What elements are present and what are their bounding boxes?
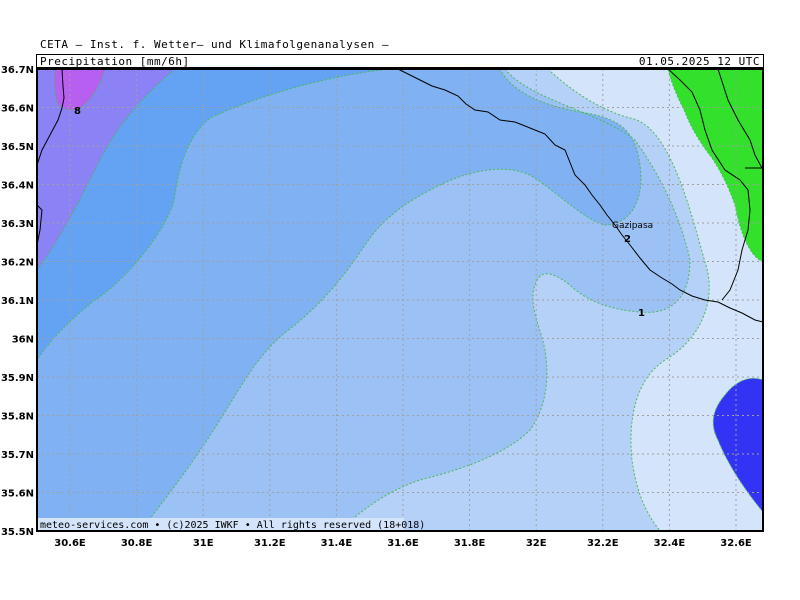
lon-tick-label: 31.4E — [321, 538, 353, 549]
coastline-turkey-south — [397, 69, 763, 323]
border-east-1 — [667, 69, 751, 301]
contour-line-1mm — [547, 69, 710, 531]
contour-label-8: 8 — [74, 106, 81, 117]
longitude-axis: 30.6E 30.8E 31E 31.2E 31.4E 31.6E 31.8E 32E 32.2… — [54, 538, 752, 549]
lat-tick-label: 35.9N — [1, 373, 34, 384]
lat-tick-label: 36.1N — [1, 296, 34, 307]
lat-lon-grid — [37, 69, 763, 531]
coastline-west-bay — [37, 204, 43, 246]
contour-label-2: 2 — [624, 234, 631, 245]
border-east-2 — [717, 69, 763, 171]
copyright-banner: meteo-services.com • (c)2025 IWKF • All … — [38, 518, 425, 531]
lat-tick-label: 36N — [12, 335, 34, 346]
coastline — [37, 69, 763, 323]
contour-line-2mm — [339, 69, 691, 531]
contour-lines — [37, 69, 763, 531]
lat-tick-label: 36.6N — [1, 104, 34, 115]
precip-fields — [37, 69, 763, 531]
precip-field-4mm — [37, 69, 390, 360]
lat-tick-label: 36.5N — [1, 142, 34, 153]
copyright-background — [38, 518, 404, 530]
lat-tick-label: 36.7N — [1, 65, 34, 76]
institute-title: CETA — Inst. f. Wetter— und Klimafolgena… — [40, 38, 390, 51]
contour-line-blue — [712, 377, 763, 513]
valid-datetime: 01.05.2025 12 UTC — [638, 55, 760, 68]
lat-tick-label: 36.4N — [1, 181, 34, 192]
lon-tick-label: 31.6E — [387, 538, 419, 549]
precip-field-green — [668, 69, 763, 262]
coastline-west — [37, 69, 65, 166]
copyright-text: meteo-services.com • (c)2025 IWKF • All … — [40, 520, 425, 531]
lat-tick-label: 35.6N — [1, 489, 34, 500]
contour-line-8mm — [53, 69, 106, 111]
plot-frame — [36, 68, 764, 532]
map-annotations: Gazipasa 8 2 1 — [74, 106, 653, 319]
lon-tick-label: 32.2E — [587, 538, 619, 549]
lon-tick-label: 30.6E — [54, 538, 86, 549]
lon-tick-label: 30.8E — [121, 538, 153, 549]
precip-field-6mm — [37, 69, 175, 270]
parameter-label: Precipitation [mm/6h] — [40, 55, 190, 68]
contour-line-green — [667, 69, 763, 263]
contour-line-6mm — [37, 69, 176, 271]
contour-line-3mm — [139, 69, 642, 531]
city-label-gazipasa: Gazipasa — [612, 221, 653, 231]
precip-field-8mm — [54, 69, 105, 110]
lon-tick-label: 32.6E — [720, 538, 752, 549]
precip-field-blue — [713, 378, 763, 512]
lon-tick-label: 32E — [526, 538, 547, 549]
contour-line-4mm — [37, 69, 391, 361]
lat-tick-label: 35.8N — [1, 412, 34, 423]
lon-tick-label: 31.8E — [454, 538, 486, 549]
latitude-axis: 36.7N 36.6N 36.5N 36.4N 36.3N 36.2N 36.1N 36N 35… — [1, 65, 34, 538]
lon-tick-label: 31E — [193, 538, 214, 549]
lon-tick-label: 31.2E — [254, 538, 286, 549]
lat-tick-label: 35.5N — [1, 527, 34, 538]
lat-tick-label: 36.3N — [1, 219, 34, 230]
contour-label-1: 1 — [638, 308, 645, 319]
lon-tick-label: 32.4E — [654, 538, 686, 549]
lat-tick-label: 35.7N — [1, 450, 34, 461]
header-bar — [36, 54, 764, 68]
lat-tick-label: 36.2N — [1, 258, 34, 269]
